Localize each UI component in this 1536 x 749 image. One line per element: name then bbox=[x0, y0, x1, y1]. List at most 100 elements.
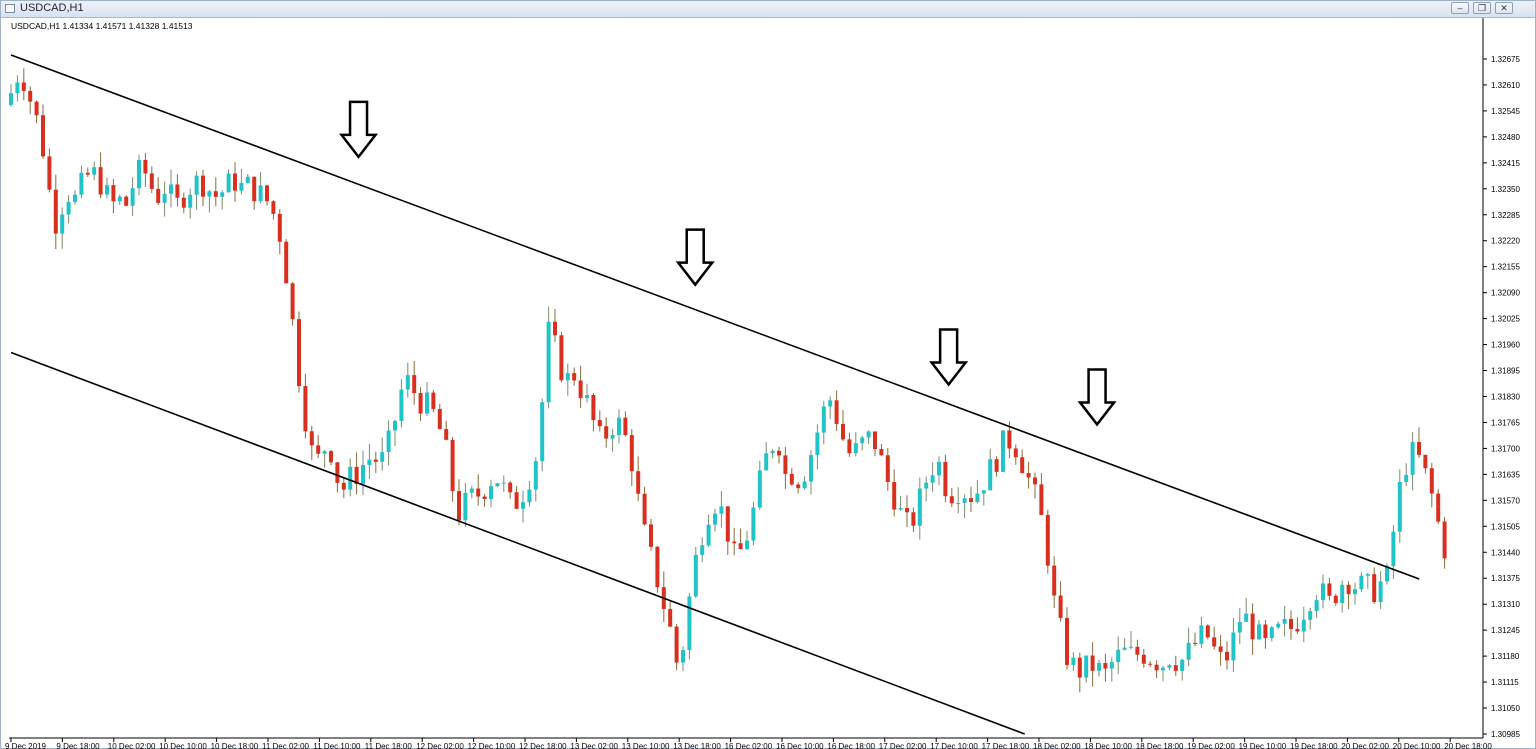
candle-body bbox=[15, 82, 20, 94]
candle-body bbox=[693, 554, 698, 597]
chart-info-label: USDCAD,H1 1.41334 1.41571 1.41328 1.4151… bbox=[11, 21, 193, 31]
time-tick-label: 19 Dec 10:00 bbox=[1239, 742, 1287, 749]
candle-body bbox=[1295, 628, 1300, 632]
candle bbox=[367, 444, 372, 480]
candle bbox=[969, 486, 973, 513]
candle-body bbox=[162, 193, 167, 203]
candle-body bbox=[297, 319, 301, 387]
restore-button[interactable]: ❐ bbox=[1473, 2, 1491, 14]
axes bbox=[9, 18, 1484, 739]
candle-body bbox=[994, 459, 999, 472]
candle bbox=[354, 452, 359, 495]
price-tick-label: 1.31375 bbox=[1491, 574, 1520, 583]
candle bbox=[821, 400, 826, 445]
candle bbox=[1212, 626, 1217, 650]
candle-body bbox=[1148, 663, 1153, 665]
candle bbox=[1353, 582, 1357, 605]
candle bbox=[1340, 580, 1345, 613]
candle bbox=[834, 390, 839, 431]
candle-body bbox=[412, 375, 417, 394]
candle-body bbox=[335, 462, 340, 483]
candle bbox=[713, 508, 717, 532]
candle bbox=[1404, 463, 1409, 487]
candle-body bbox=[437, 408, 442, 430]
candle bbox=[661, 571, 666, 622]
candle-body bbox=[425, 392, 429, 414]
candle-body bbox=[1001, 430, 1005, 472]
candle-body bbox=[1109, 662, 1114, 669]
candle-body bbox=[1071, 657, 1076, 665]
time-tick-label: 13 Dec 02:00 bbox=[570, 742, 618, 749]
candle bbox=[1007, 421, 1012, 459]
candle-body bbox=[117, 196, 122, 202]
time-tick-label: 19 Dec 18:00 bbox=[1290, 742, 1338, 749]
time-tick-label: 18 Dec 02:00 bbox=[1033, 742, 1081, 749]
candle-body bbox=[802, 481, 807, 489]
upper-trendline bbox=[10, 54, 1420, 580]
candle bbox=[1122, 638, 1127, 651]
candle bbox=[34, 100, 39, 124]
candle bbox=[853, 432, 858, 457]
candle-body bbox=[681, 649, 685, 663]
candle-body bbox=[213, 191, 218, 197]
candle bbox=[751, 501, 756, 546]
arrow-annotations bbox=[338, 100, 1117, 427]
candle bbox=[866, 430, 871, 444]
time-tick-label: 17 Dec 02:00 bbox=[879, 742, 927, 749]
candle bbox=[636, 456, 641, 501]
candle-body bbox=[1391, 531, 1396, 567]
candle-body bbox=[1365, 574, 1370, 576]
candle bbox=[469, 485, 474, 499]
candle-body bbox=[329, 451, 333, 463]
candle-body bbox=[1372, 574, 1377, 603]
candle bbox=[898, 495, 903, 511]
candle bbox=[1109, 657, 1114, 682]
candle bbox=[597, 410, 602, 432]
candle-body bbox=[207, 191, 212, 197]
candle-body bbox=[53, 189, 58, 234]
candle-body bbox=[1007, 430, 1012, 449]
close-button[interactable]: ✕ bbox=[1495, 2, 1513, 14]
candle-body bbox=[578, 380, 583, 399]
candle bbox=[233, 162, 237, 202]
candle-body bbox=[527, 489, 532, 503]
candle-body bbox=[687, 596, 692, 650]
candle-body bbox=[1321, 583, 1325, 601]
candle bbox=[1257, 620, 1261, 641]
candle bbox=[130, 177, 135, 217]
candle bbox=[169, 169, 173, 208]
candle-body bbox=[9, 93, 13, 105]
candle bbox=[105, 177, 109, 199]
candle-body bbox=[1033, 477, 1037, 485]
candle bbox=[681, 646, 685, 671]
candle bbox=[444, 420, 449, 441]
minimize-button[interactable]: – bbox=[1451, 2, 1469, 14]
price-tick-label: 1.32025 bbox=[1491, 315, 1520, 324]
candle-body bbox=[1442, 521, 1447, 559]
candle-body bbox=[540, 402, 545, 462]
candle-body bbox=[924, 482, 929, 489]
time-tick-label: 17 Dec 10:00 bbox=[930, 742, 978, 749]
candle bbox=[476, 474, 481, 506]
candle-body bbox=[706, 524, 711, 546]
candle-body bbox=[834, 400, 839, 424]
candle bbox=[885, 448, 890, 491]
candle bbox=[1148, 661, 1153, 668]
time-tick-label: 13 Dec 10:00 bbox=[622, 742, 670, 749]
candle bbox=[373, 451, 378, 474]
candle bbox=[47, 148, 52, 193]
candle-body bbox=[156, 188, 161, 203]
price-tick-label: 1.31440 bbox=[1491, 548, 1520, 557]
candle-body bbox=[316, 445, 321, 454]
candle bbox=[649, 518, 653, 551]
price-tick-label: 1.32350 bbox=[1491, 185, 1520, 194]
candle bbox=[386, 420, 391, 466]
candle bbox=[1391, 525, 1396, 579]
title-bar[interactable]: USDCAD,H1 – ❐ ✕ bbox=[1, 1, 1535, 18]
price-chart[interactable]: 1.32675 1.32610 1.32545 1.32480 1.32415 1.323… bbox=[1, 18, 1535, 749]
candle bbox=[1346, 581, 1351, 610]
candle bbox=[1218, 635, 1223, 666]
candle bbox=[66, 195, 71, 224]
candle bbox=[290, 281, 295, 326]
